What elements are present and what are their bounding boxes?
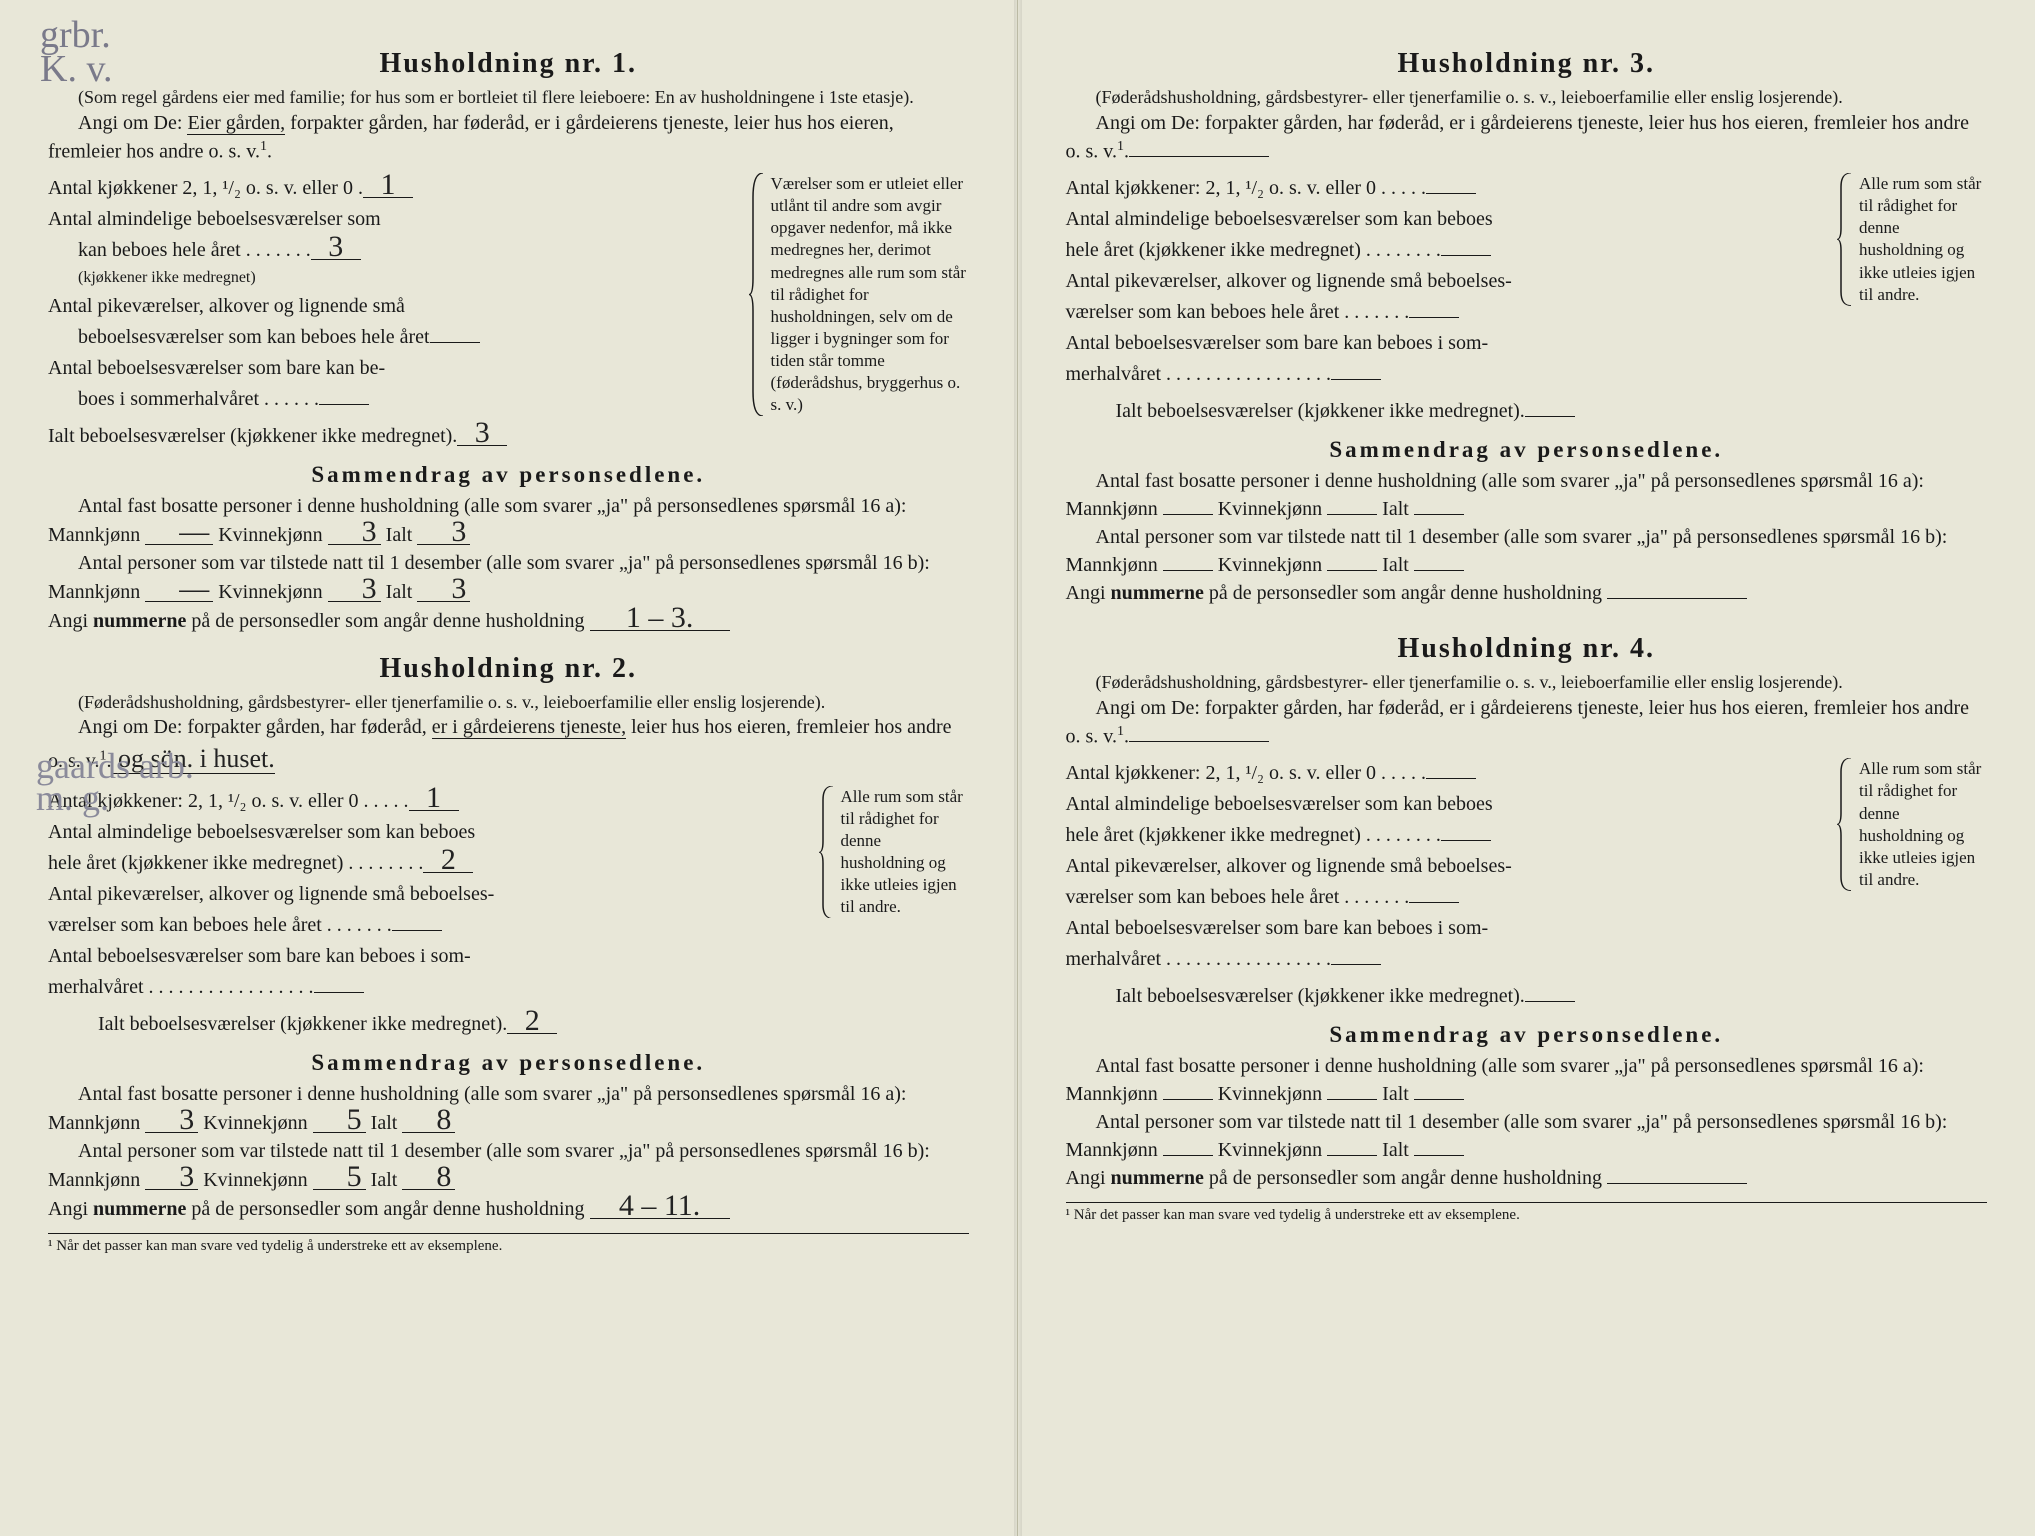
household-2: Husholdning nr. 2. (Føderådshusholdning,… (48, 653, 969, 1255)
h4-kjokkener-value (1426, 778, 1476, 779)
handwriting-top: grbr. K. v. (40, 18, 112, 86)
h2-side-note: Alle rum som står til rådighet for denne… (819, 786, 969, 1040)
h3-numbers: Angi nummerne på de personsedler som ang… (1066, 579, 1988, 607)
h1-numbers: Angi nummerne på de personsedler som ang… (48, 606, 969, 635)
right-page: Husholdning nr. 3. (Føderådshusholdning,… (1018, 0, 2035, 1536)
h3-title: Husholdning nr. 3. (1066, 48, 1988, 80)
h2-sommer-value (314, 992, 364, 993)
footnote-left: ¹ Når det passer kan man svare ved tydel… (48, 1233, 969, 1255)
h2-ialt-value: 2 (507, 1009, 557, 1034)
h3-16b: Antal personer som var tilstede natt til… (1066, 523, 1988, 579)
handwriting-mid: gaards arb. m. g. (36, 750, 194, 815)
h1-ialt-value: 3 (457, 421, 507, 446)
h4-side-note: Alle rum som står til rådighet for denne… (1837, 758, 1987, 1012)
h1-angi: Angi om De: Eier gården, forpakter gårde… (48, 109, 969, 166)
h4-sommer-value (1331, 964, 1381, 965)
h1-kjokkener-value: 1 (363, 173, 413, 198)
h2-alm-value: 2 (423, 848, 473, 873)
h4-note: (Føderådshusholdning, gårdsbestyrer- ell… (1066, 671, 1988, 694)
h1-alm-value: 3 (311, 235, 361, 260)
h1-side-note: Værelser som er utleiet eller utlånt til… (749, 173, 969, 452)
h3-alm-value (1441, 255, 1491, 256)
h4-numbers: Angi nummerne på de personsedler som ang… (1066, 1164, 1988, 1192)
h2-room-list: Antal kjøkkener: 2, 1, ¹/₂ o. s. v. elle… (48, 786, 801, 1040)
h3-room-list: Antal kjøkkener: 2, 1, ¹/₂ o. s. v. elle… (1066, 173, 1820, 427)
h4-title: Husholdning nr. 4. (1066, 633, 1988, 665)
h3-note: (Føderådshusholdning, gårdsbestyrer- ell… (1066, 86, 1988, 109)
h2-summary-title: Sammendrag av personsedlene. (48, 1050, 969, 1076)
h3-pike-value (1409, 317, 1459, 318)
h3-kjokkener-value (1426, 193, 1476, 194)
household-3: Husholdning nr. 3. (Føderådshusholdning,… (1066, 48, 1988, 607)
h3-summary-title: Sammendrag av personsedlene. (1066, 437, 1988, 463)
h1-pike-value (430, 342, 480, 343)
h3-side-note: Alle rum som står til rådighet for denne… (1837, 173, 1987, 427)
h2-kjokkener-value: 1 (409, 786, 459, 811)
h4-ialt-value (1525, 1001, 1575, 1002)
footnote-right: ¹ Når det passer kan man svare ved tydel… (1066, 1202, 1988, 1224)
h4-room-list: Antal kjøkkener: 2, 1, ¹/₂ o. s. v. elle… (1066, 758, 1820, 1012)
h2-title: Husholdning nr. 2. (48, 653, 969, 685)
h1-sommer-value (319, 404, 369, 405)
h4-alm-value (1441, 840, 1491, 841)
h1-16b: Antal personer som var tilstede natt til… (48, 549, 969, 606)
h1-summary-title: Sammendrag av personsedlene. (48, 462, 969, 488)
h4-angi: Angi om De: forpakter gården, har føderå… (1066, 694, 1988, 751)
h2-16a: Antal fast bosatte personer i denne hush… (48, 1080, 969, 1137)
h1-note: (Som regel gårdens eier med familie; for… (48, 86, 969, 109)
h2-note: (Føderådshusholdning, gårdsbestyrer- ell… (48, 691, 969, 714)
h2-numbers: Angi nummerne på de personsedler som ang… (48, 1194, 969, 1223)
h4-16a: Antal fast bosatte personer i denne hush… (1066, 1052, 1988, 1108)
h3-ialt-value (1525, 416, 1575, 417)
h3-16a: Antal fast bosatte personer i denne hush… (1066, 467, 1988, 523)
h1-16a: Antal fast bosatte personer i denne hush… (48, 492, 969, 549)
h3-sommer-value (1331, 379, 1381, 380)
h3-angi: Angi om De: forpakter gården, har føderå… (1066, 109, 1988, 166)
h1-title: Husholdning nr. 1. (48, 48, 969, 80)
left-page: grbr. K. v. Husholdning nr. 1. (Som rege… (0, 0, 1018, 1536)
household-4: Husholdning nr. 4. (Føderådshusholdning,… (1066, 633, 1988, 1224)
h4-16b: Antal personer som var tilstede natt til… (1066, 1108, 1988, 1164)
h4-summary-title: Sammendrag av personsedlene. (1066, 1022, 1988, 1048)
h1-room-list: Antal kjøkkener 2, 1, ¹/₂ o. s. v. eller… (48, 173, 731, 452)
h2-pike-value (392, 930, 442, 931)
h2-16b: Antal personer som var tilstede natt til… (48, 1137, 969, 1194)
h4-pike-value (1409, 902, 1459, 903)
household-1: Husholdning nr. 1. (Som regel gårdens ei… (48, 48, 969, 635)
